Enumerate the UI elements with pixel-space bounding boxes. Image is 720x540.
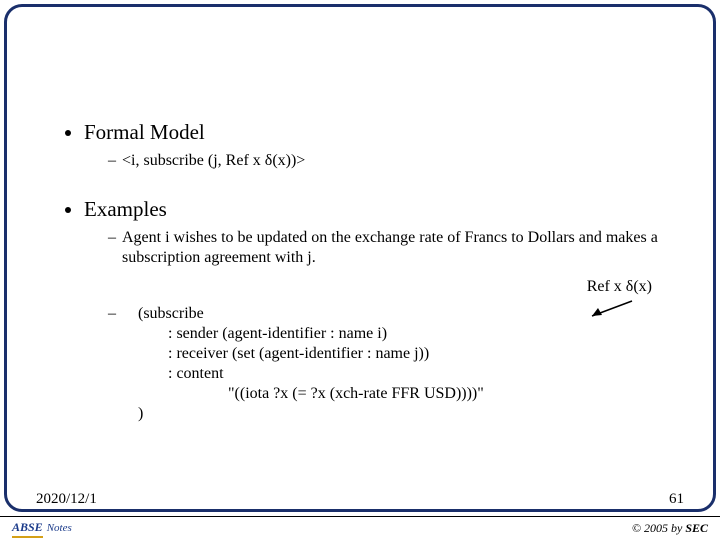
formal-sublist: <i, subscribe (j, Ref x δ(x))>: [84, 151, 670, 171]
annotation-label: Ref x δ(x): [587, 278, 652, 296]
code-close: ): [138, 404, 670, 424]
slide-content: Formal Model <i, subscribe (j, Ref x δ(x…: [20, 20, 700, 500]
copyright-prefix: © 2005: [632, 521, 671, 535]
code-content-val: "((iota ?x (= ?x (xch-rate FFR USD))))": [138, 384, 670, 404]
section-examples: Examples Agent i wishes to be updated on…: [84, 197, 670, 424]
copyright-by: by: [671, 521, 685, 535]
slide-container: Formal Model <i, subscribe (j, Ref x δ(x…: [0, 0, 720, 540]
bullet-list: Formal Model <i, subscribe (j, Ref x δ(x…: [50, 120, 670, 171]
section-formal: Formal Model <i, subscribe (j, Ref x δ(x…: [84, 120, 670, 171]
logo: ABSE Notes: [12, 520, 72, 538]
formal-heading: Formal Model: [84, 120, 205, 144]
annotation-arrow-icon: [584, 298, 640, 322]
code-block: (subscribe : sender (agent-identifier : …: [122, 304, 670, 424]
code-item: (subscribe : sender (agent-identifier : …: [108, 304, 670, 424]
formal-item: <i, subscribe (j, Ref x δ(x))>: [108, 151, 670, 171]
examples-description: Agent i wishes to be updated on the exch…: [108, 228, 670, 268]
footer-page: 61: [669, 491, 684, 508]
bullet-list-2: Examples Agent i wishes to be updated on…: [50, 197, 670, 424]
examples-heading: Examples: [84, 197, 167, 221]
slide-footer: 2020/12/1 61: [0, 491, 720, 508]
code-sender: : sender (agent-identifier : name i): [138, 324, 670, 344]
code-content-key: : content: [138, 364, 670, 384]
examples-sublist: Agent i wishes to be updated on the exch…: [84, 228, 670, 268]
copyright-org: SEC: [685, 521, 708, 535]
footer-date: 2020/12/1: [36, 491, 97, 508]
code-sublist: (subscribe : sender (agent-identifier : …: [84, 304, 670, 424]
copyright: © 2005 by SEC: [632, 521, 708, 536]
logo-sub: Notes: [47, 522, 72, 534]
logo-main: ABSE: [12, 520, 43, 538]
code-receiver: : receiver (set (agent-identifier : name…: [138, 344, 670, 364]
bottom-bar: ABSE Notes © 2005 by SEC: [0, 516, 720, 540]
